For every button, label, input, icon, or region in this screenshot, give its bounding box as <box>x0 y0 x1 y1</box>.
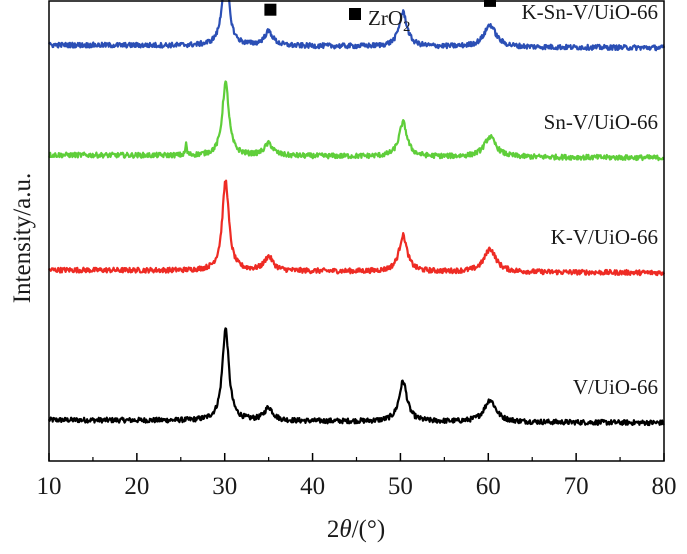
series-label: V/UiO-66 <box>573 375 658 399</box>
x-tick-label: 60 <box>476 473 501 500</box>
series-label: Sn-V/UiO-66 <box>544 110 658 134</box>
series-label: K-Sn-V/UiO-66 <box>522 0 659 24</box>
x-tick-label: 20 <box>124 473 149 500</box>
legend-marker-square <box>349 8 361 20</box>
legend-label: ZrO2 <box>368 6 411 35</box>
y-axis-title: Intensity/a.u. <box>9 173 36 304</box>
plot-area: V/UiO-66 K-V/UiO-66 Sn-V/UiO-66 K-Sn-V/UiO-… <box>47 0 666 427</box>
zro2-marker <box>484 0 496 7</box>
x-tick-label: 40 <box>300 473 325 500</box>
zro2-marker <box>264 3 277 16</box>
x-tick-label: 50 <box>388 473 413 500</box>
series-line-k-v-uio-66 <box>48 179 666 277</box>
series-label: K-V/UiO-66 <box>551 225 658 249</box>
series-line-sn-v-uio-66 <box>48 80 665 162</box>
x-tick-label: 10 <box>37 473 62 500</box>
series-line-v-uio-66 <box>47 327 665 427</box>
x-tick-label: 80 <box>652 473 677 500</box>
x-tick-label: 70 <box>564 473 589 500</box>
x-tick-label: 30 <box>212 473 237 500</box>
series-line-k-sn-v-uio-66 <box>48 0 666 52</box>
x-axis-title: 2θ/(°) <box>327 516 385 543</box>
x-axis-ticks: 10 20 30 40 50 60 70 80 <box>37 453 677 500</box>
plot-frame <box>48 0 665 462</box>
legend: ZrO2 <box>349 6 411 35</box>
